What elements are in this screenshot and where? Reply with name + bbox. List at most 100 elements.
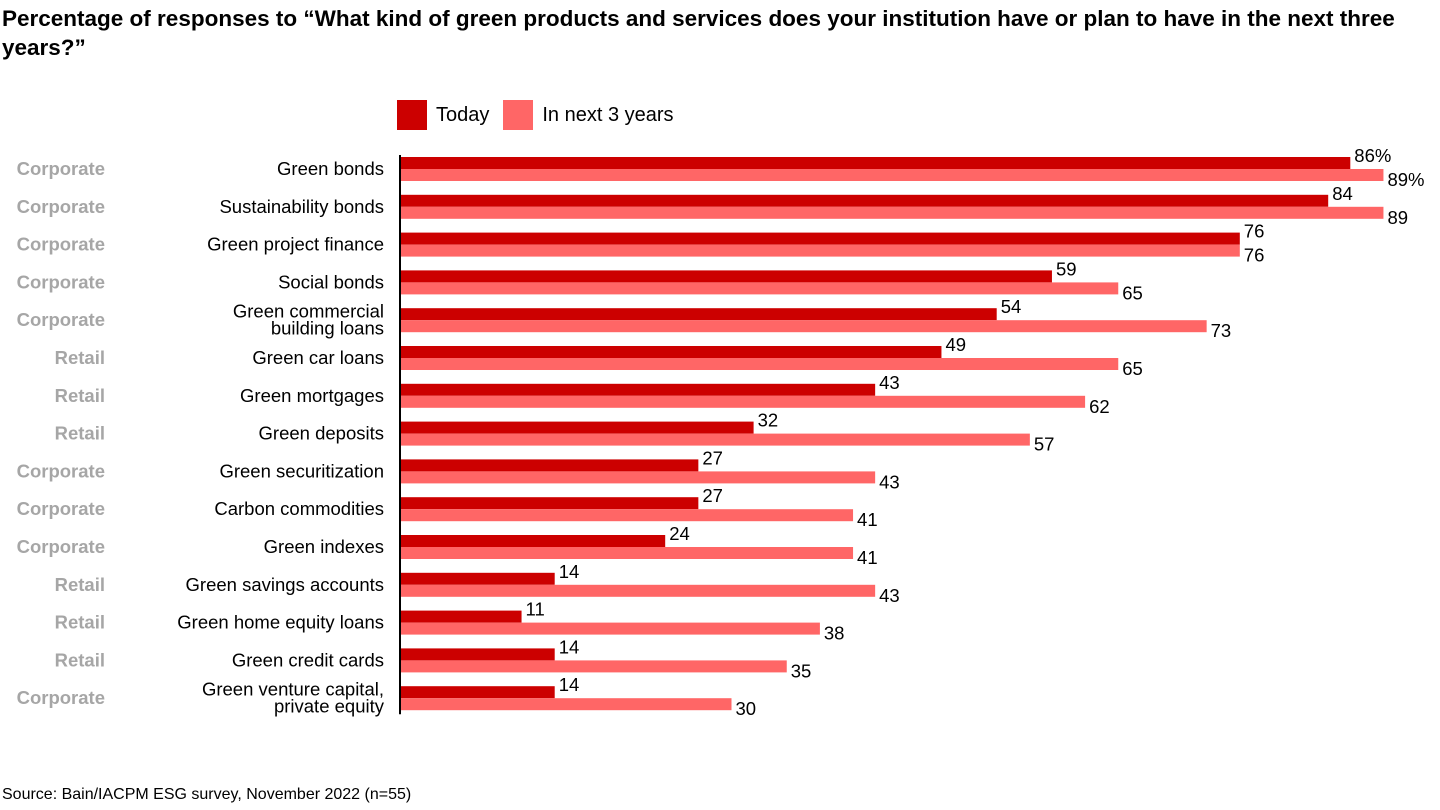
- bar-today: [400, 497, 699, 510]
- legend: Today In next 3 years: [397, 100, 688, 130]
- bar-next-3-years: [400, 660, 787, 673]
- category-label: Green credit cards: [232, 649, 384, 670]
- segment-label: Retail: [55, 423, 105, 444]
- data-label-today: 27: [702, 485, 723, 506]
- segment-label: Corporate: [17, 158, 105, 179]
- data-label-today: 24: [669, 523, 690, 544]
- data-label-next-3-years: 89: [1387, 207, 1408, 228]
- bar-next-3-years: [400, 206, 1384, 219]
- segment-label: Corporate: [17, 309, 105, 330]
- data-label-next-3-years: 43: [879, 471, 900, 492]
- category-label: Green project finance: [207, 234, 384, 255]
- legend-item-today: Today: [397, 100, 489, 130]
- bar-next-3-years: [400, 395, 1086, 408]
- bar-today: [400, 194, 1329, 207]
- data-label-today: 76: [1244, 221, 1265, 242]
- legend-label-today: Today: [436, 103, 490, 126]
- category-label: Sustainability bonds: [219, 196, 384, 217]
- data-label-next-3-years: 62: [1089, 396, 1110, 417]
- bar-today: [400, 610, 522, 623]
- category-label: Social bonds: [278, 271, 384, 292]
- category-label: Green car loans: [252, 347, 384, 368]
- bar-today: [400, 383, 876, 396]
- data-label-today: 49: [945, 334, 966, 355]
- category-label: Green bonds: [277, 158, 384, 179]
- category-label: Green home equity loans: [177, 612, 384, 633]
- segment-label: Corporate: [17, 460, 105, 481]
- source-note: Source: Bain/IACPM ESG survey, November …: [2, 786, 412, 803]
- data-label-today: 59: [1056, 258, 1077, 279]
- segment-label: Retail: [55, 347, 105, 368]
- bar-today: [400, 686, 555, 699]
- category-label: private equity: [274, 696, 385, 717]
- segment-label: Retail: [55, 385, 105, 406]
- data-label-next-3-years: 65: [1122, 358, 1143, 379]
- bar-next-3-years: [400, 282, 1119, 295]
- data-label-next-3-years: 73: [1211, 320, 1232, 341]
- segment-label: Corporate: [17, 536, 105, 557]
- legend-swatch-today: [397, 100, 427, 130]
- data-label-next-3-years: 57: [1034, 434, 1055, 455]
- data-label-next-3-years: 41: [857, 547, 878, 568]
- data-label-next-3-years: 41: [857, 509, 878, 530]
- data-label-next-3-years: 65: [1122, 282, 1143, 303]
- bar-next-3-years: [400, 622, 820, 635]
- bar-next-3-years: [400, 244, 1240, 257]
- data-label-next-3-years: 89%: [1387, 169, 1424, 190]
- bar-today: [400, 346, 942, 358]
- chart-title: Percentage of responses to “What kind of…: [2, 6, 1395, 60]
- legend-swatch-next: [503, 100, 534, 130]
- bar-today: [400, 459, 699, 472]
- data-label-today: 14: [559, 674, 580, 695]
- segment-label: Retail: [55, 612, 105, 633]
- category-label: Green securitization: [219, 460, 384, 481]
- category-label: Green savings accounts: [186, 574, 384, 595]
- legend-label-next: In next 3 years: [542, 103, 674, 126]
- bar-today: [400, 535, 666, 547]
- bar-next-3-years: [400, 509, 854, 522]
- category-label: Green indexes: [264, 536, 384, 557]
- bar-today: [400, 648, 555, 661]
- bar-next-3-years: [400, 547, 854, 559]
- data-label-today: 43: [879, 372, 900, 393]
- category-label: Green venture capital,: [202, 679, 384, 700]
- data-label-today: 54: [1001, 296, 1022, 317]
- legend-item-next: In next 3 years: [503, 100, 674, 130]
- data-label-today: 84: [1332, 183, 1353, 204]
- segment-label: Retail: [55, 574, 105, 595]
- category-label: building loans: [271, 318, 384, 339]
- bar-today: [400, 572, 555, 585]
- segment-label: Corporate: [17, 234, 105, 255]
- data-label-today: 14: [559, 636, 580, 657]
- bar-today: [400, 308, 997, 321]
- data-label-next-3-years: 76: [1244, 245, 1265, 266]
- category-label: Green mortgages: [240, 385, 384, 406]
- bar-next-3-years: [400, 584, 876, 597]
- bar-next-3-years: [400, 698, 732, 711]
- bar-today: [400, 270, 1052, 283]
- category-label: Green commercial: [233, 301, 384, 322]
- data-label-today: 32: [758, 410, 779, 431]
- bar-next-3-years: [400, 320, 1207, 333]
- data-label-next-3-years: 30: [736, 698, 757, 719]
- data-label-today: 27: [702, 447, 723, 468]
- bar-today: [400, 157, 1351, 169]
- bar-today: [400, 421, 754, 434]
- bar-next-3-years: [400, 358, 1119, 370]
- data-label-next-3-years: 38: [824, 623, 845, 644]
- data-label-next-3-years: 43: [879, 585, 900, 606]
- data-label-today: 14: [559, 561, 580, 582]
- bar-next-3-years: [400, 169, 1384, 181]
- segment-label: Corporate: [17, 196, 105, 217]
- data-label-today: 86%: [1354, 145, 1391, 166]
- segment-label: Corporate: [17, 498, 105, 519]
- bar-next-3-years: [400, 433, 1030, 446]
- segment-label: Corporate: [17, 687, 105, 708]
- bar-next-3-years: [400, 471, 876, 484]
- bar-today: [400, 232, 1240, 245]
- segment-label: Corporate: [17, 271, 105, 292]
- category-label: Green deposits: [259, 423, 384, 444]
- data-label-today: 11: [526, 599, 545, 620]
- category-label: Carbon commodities: [214, 498, 384, 519]
